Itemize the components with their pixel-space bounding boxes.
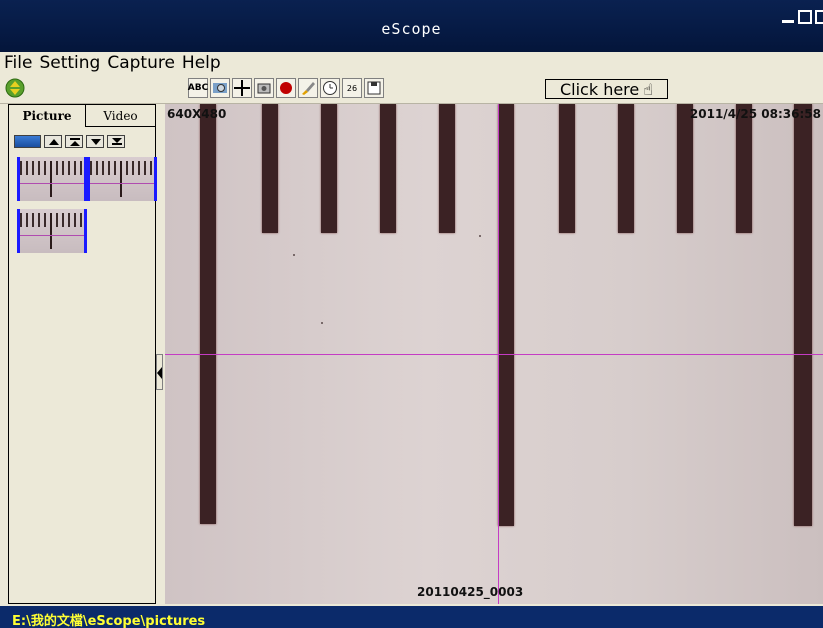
title-bar[interactable]: eScope [0,0,823,52]
thumbnail-mark [50,213,52,249]
menu-file[interactable]: File [4,53,33,73]
thumbnail-ruler [20,161,84,175]
scroll-bottom-icon[interactable] [107,135,125,148]
ruler-mark-short [618,104,634,233]
ruler-mark-short [559,104,575,233]
tool-buttons: ABC 26 [188,78,384,98]
calendar-tool-icon[interactable]: 26 [342,78,362,98]
dust-speck [293,254,295,256]
record-tool-icon[interactable] [276,78,296,98]
ruler-mark-long [498,104,514,526]
tab-video[interactable]: Video [86,105,155,127]
ruler-mark-long [200,104,216,524]
text-tool-label: ABC [187,83,209,93]
thumbnail-mark [120,161,122,197]
menu-help[interactable]: Help [181,53,221,73]
thumbnail-crosshair [20,183,84,184]
sidebar-tabs: Picture Video [9,105,155,127]
calendar-tool-label: 26 [346,83,358,93]
timestamp-label: 2011/4/25 08:36:58 [689,107,821,121]
dust-speck [321,322,323,324]
thumbnail-3[interactable] [17,209,87,253]
tab-picture[interactable]: Picture [9,105,86,127]
slideshow-icon[interactable] [14,135,41,148]
save-tool-icon[interactable] [364,78,384,98]
ruler-mark-long [794,104,812,526]
minimize-button[interactable] [781,10,795,24]
thumbnail-toolbar [14,135,125,148]
ruler-mark-short [321,104,337,233]
scroll-top-icon[interactable] [65,135,83,148]
text-tool-icon[interactable]: ABC [188,78,208,98]
menu-setting[interactable]: Setting [39,53,101,73]
green-updown-arrows-icon[interactable] [5,78,25,98]
snapshot-tool-icon[interactable] [210,78,230,98]
thumbnail-2[interactable] [87,157,157,201]
clock-tool-icon[interactable] [320,78,340,98]
scroll-up-icon[interactable] [44,135,62,148]
crosshair-horizontal [165,354,823,355]
ruler-mark-short [736,104,752,233]
thumbnail-ruler [20,213,84,227]
ruler-mark-short [262,104,278,233]
camera-tool-icon[interactable] [254,78,274,98]
status-bar: E:\我的文檔\eScope\pictures [0,606,823,628]
crosshair-vertical [498,104,499,604]
thumbnail-crosshair [90,183,154,184]
menu-capture[interactable]: Capture [107,53,175,73]
window-title: eScope [381,20,442,38]
paint-tool-icon[interactable] [298,78,318,98]
filename-label: 20110425_0003 [417,585,524,599]
thumbnail-mark [50,161,52,197]
save-path-label: E:\我的文檔\eScope\pictures [12,614,206,628]
sidebar-panel: Picture Video [8,104,157,604]
dust-speck [479,235,481,237]
camera-preview[interactable]: 640X480 2011/4/25 08:36:58 20110425_0003 [165,104,823,604]
ruler-mark-short [439,104,455,233]
click-here-label: Click here [559,79,640,99]
thumbnail-crosshair [20,235,84,236]
click-here-button[interactable]: Click here ☝ [545,79,668,99]
crosshair-tool-icon[interactable] [232,78,252,98]
window-controls [781,10,823,24]
toolbar: ABC 26 Click here [0,75,823,104]
collapse-sidebar-handle[interactable] [156,354,163,390]
close-button[interactable] [815,10,823,24]
hand-pointer-icon: ☝ [643,79,653,99]
thumbnail-ruler [90,161,154,175]
menu-bar: File Setting Capture Help [0,52,823,75]
thumbnail-1[interactable] [17,157,87,201]
maximize-button[interactable] [798,10,812,24]
ruler-mark-short [380,104,396,233]
resolution-label: 640X480 [167,107,227,121]
ruler-mark-short [677,104,693,233]
scroll-down-icon[interactable] [86,135,104,148]
